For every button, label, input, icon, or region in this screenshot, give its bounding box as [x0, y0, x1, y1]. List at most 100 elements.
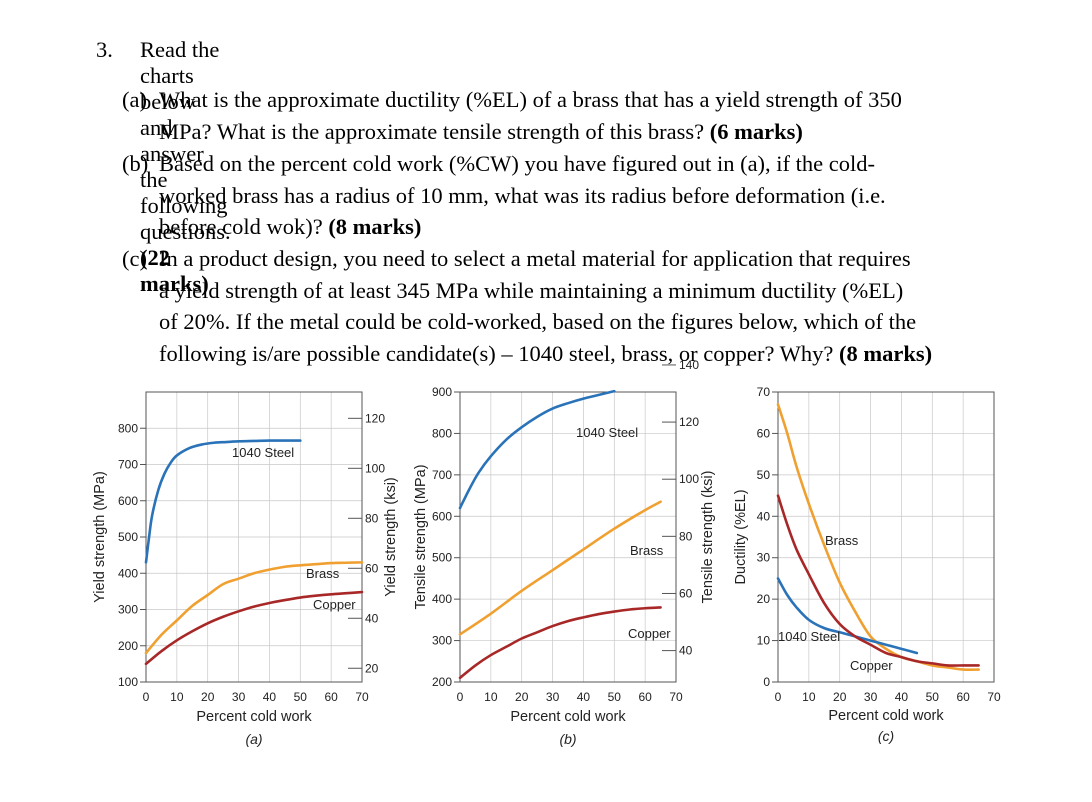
x-tick-label: 20 — [833, 690, 847, 704]
y-tick-label: 900 — [432, 385, 452, 399]
y-right-tick-label: 100 — [679, 472, 699, 486]
y-tick-label: 400 — [432, 592, 452, 606]
series-label: 1040 Steel — [778, 629, 840, 644]
panel-label: (b) — [559, 731, 576, 747]
x-tick-label: 70 — [669, 690, 683, 704]
y-tick-label: 30 — [757, 551, 771, 565]
y-tick-label: 0 — [763, 675, 770, 689]
x-tick-label: 50 — [294, 690, 308, 704]
chart-0: 0 10 20 30 40 50 60 70 100 200 300 400 500 600 700 800 2… — [92, 391, 399, 747]
y-tick-label: 300 — [118, 603, 138, 617]
x-tick-label: 20 — [201, 690, 215, 704]
x-tick-label: 50 — [608, 690, 622, 704]
x-tick-label: 0 — [775, 690, 782, 704]
part-label: (a) — [122, 87, 147, 112]
x-tick-label: 60 — [324, 690, 338, 704]
series-label: Brass — [306, 566, 340, 581]
x-tick-label: 60 — [956, 690, 970, 704]
series-line-brass — [458, 500, 662, 636]
y-axis-label-right: Yield strength (ksi) — [383, 477, 399, 597]
x-tick-label: 40 — [263, 690, 277, 704]
y-tick-label: 500 — [118, 530, 138, 544]
panel-label: (a) — [245, 731, 262, 747]
y-tick-label: 200 — [432, 675, 452, 689]
y-right-tick-label: 60 — [679, 586, 693, 600]
series-label: Copper — [313, 597, 356, 612]
y-tick-label: 40 — [757, 509, 771, 523]
y-tick-label: 50 — [757, 468, 771, 482]
y-tick-label: 10 — [757, 634, 771, 648]
question-number: 3. — [96, 37, 113, 62]
y-tick-label: 800 — [118, 421, 138, 435]
series-line-1040-steel — [776, 577, 919, 655]
y-tick-label: 500 — [432, 551, 452, 565]
y-axis-label: Ductility (%EL) — [733, 489, 749, 584]
x-tick-label: 70 — [987, 690, 1001, 704]
series-line-1040-steel — [144, 439, 302, 564]
series-label: 1040 Steel — [232, 445, 294, 460]
y-tick-label: 200 — [118, 639, 138, 653]
x-tick-label: 50 — [926, 690, 940, 704]
intro-marks: (22 marks) — [140, 245, 209, 296]
y-right-tick-label: 120 — [365, 411, 385, 425]
series-line-brass — [776, 403, 980, 672]
y-tick-label: 800 — [432, 426, 452, 440]
y-right-tick-label: 40 — [679, 644, 693, 658]
series-label: Brass — [630, 543, 664, 558]
y-tick-label: 60 — [757, 426, 771, 440]
series-line-copper — [144, 590, 364, 666]
x-tick-label: 40 — [577, 690, 591, 704]
x-tick-label: 30 — [864, 690, 878, 704]
part-text: Based on the percent cold work (%CW) you… — [159, 151, 886, 239]
y-axis-label: Yield strength (MPa) — [92, 471, 108, 603]
y-tick-label: 20 — [757, 592, 771, 606]
chart-2: 0 10 20 30 40 50 60 70 0 10 20 30 40 50 60 70 Percent co… — [733, 385, 1001, 744]
x-tick-label: 10 — [484, 690, 498, 704]
part-label: (b) — [122, 151, 149, 176]
chart-1: 0 10 20 30 40 50 60 70 200 300 400 500 600 700 800 900 4… — [413, 358, 716, 747]
x-tick-label: 10 — [170, 690, 184, 704]
series-label: 1040 Steel — [576, 425, 638, 440]
panel-label: (c) — [878, 728, 894, 744]
y-right-tick-label: 20 — [365, 661, 379, 675]
y-tick-label: 700 — [432, 468, 452, 482]
plot-frame — [777, 391, 995, 683]
part-text: What is the approximate ductility (%EL) … — [159, 87, 902, 144]
y-tick-label: 400 — [118, 566, 138, 580]
x-tick-label: 40 — [895, 690, 909, 704]
question-intro: Read the charts below and answer the fol… — [140, 37, 231, 296]
y-right-tick-label: 40 — [365, 611, 379, 625]
x-tick-label: 30 — [546, 690, 560, 704]
x-axis-label: Percent cold work — [196, 709, 312, 725]
x-tick-label: 10 — [802, 690, 816, 704]
y-right-tick-label: 80 — [679, 529, 693, 543]
y-axis-label: Tensile strength (MPa) — [413, 464, 429, 609]
x-tick-label: 0 — [143, 690, 150, 704]
y-right-tick-label: 120 — [679, 415, 699, 429]
y-right-tick-label: 80 — [365, 511, 379, 525]
plot-frame — [459, 391, 677, 683]
y-tick-label: 300 — [432, 634, 452, 648]
x-axis-label: Percent cold work — [828, 708, 944, 724]
x-tick-label: 0 — [457, 690, 464, 704]
series-line-copper — [776, 494, 980, 667]
y-axis-label-right: Tensile strength (ksi) — [700, 471, 716, 604]
y-tick-label: 700 — [118, 458, 138, 472]
part-label: (c) — [122, 246, 147, 271]
y-right-tick-label: 140 — [679, 358, 699, 372]
series-line-copper — [458, 606, 662, 680]
y-right-tick-label: 100 — [365, 461, 385, 475]
x-tick-label: 30 — [232, 690, 246, 704]
x-tick-label: 20 — [515, 690, 529, 704]
y-tick-label: 600 — [432, 509, 452, 523]
series-label: Copper — [628, 626, 671, 641]
series-label: Brass — [825, 533, 859, 548]
x-tick-label: 70 — [355, 690, 369, 704]
x-axis-label: Percent cold work — [510, 709, 626, 725]
y-tick-label: 600 — [118, 494, 138, 508]
part-text: In a product design, you need to select … — [159, 246, 933, 366]
y-tick-label: 100 — [118, 675, 138, 689]
x-tick-label: 60 — [638, 690, 652, 704]
series-line-1040-steel — [458, 389, 616, 510]
